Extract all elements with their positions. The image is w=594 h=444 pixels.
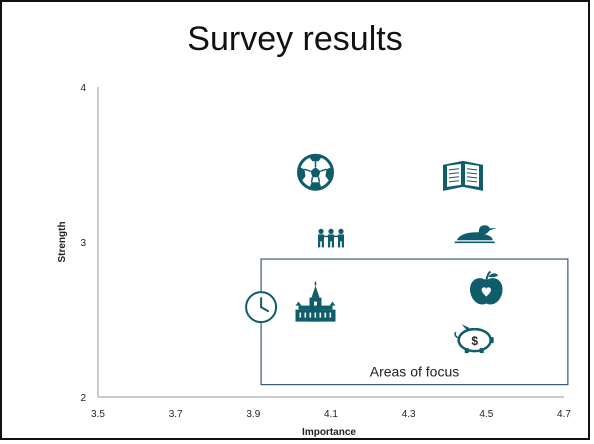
y-tick-label: 3 [80, 238, 86, 249]
x-tick-label: 4.3 [402, 409, 416, 420]
loon-icon [454, 225, 497, 244]
x-tick-label: 3.9 [246, 409, 260, 420]
focus-region-label: Areas of focus [370, 364, 460, 380]
svg-text:$: $ [471, 334, 478, 348]
children-icon [318, 228, 344, 248]
parliament-icon [295, 281, 336, 322]
slide-title: Survey results [187, 20, 403, 58]
soccer-ball-icon [297, 153, 334, 191]
x-tick-label: 4.5 [479, 409, 493, 420]
x-tick-label: 4.1 [324, 409, 338, 420]
apple-icon [470, 270, 503, 305]
y-axis-label: Strength [57, 221, 68, 262]
x-tick-label: 3.5 [91, 409, 105, 420]
clock-icon [245, 291, 278, 324]
y-tick-label: 4 [80, 83, 86, 94]
x-tick-label: 3.7 [169, 409, 183, 420]
chart-axes: 3.5 3.7 3.9 4.1 4.3 4.5 4.7 2 3 4 [80, 83, 571, 420]
chart-marks: $ [245, 153, 503, 354]
y-tick-label: 2 [80, 393, 86, 404]
x-axis-label: Importance [302, 427, 356, 438]
focus-region: Areas of focus [260, 258, 569, 386]
x-tick-label: 4.7 [557, 409, 571, 420]
book-icon [443, 160, 483, 191]
piggy-bank-icon: $ [454, 324, 494, 354]
